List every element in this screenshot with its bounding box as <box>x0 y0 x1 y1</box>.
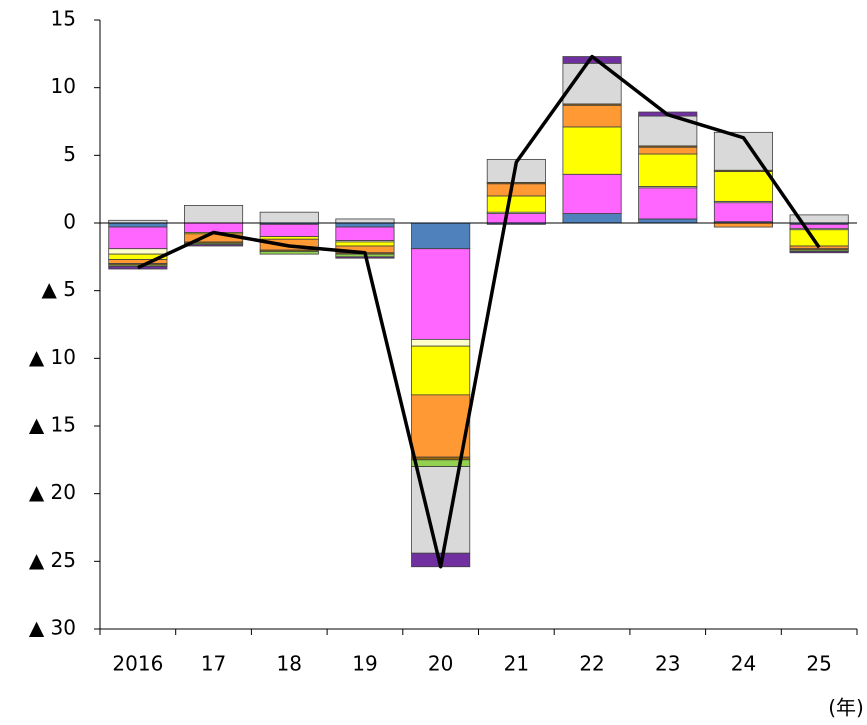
bar-segment <box>486 213 546 224</box>
bar-segment <box>638 187 698 220</box>
x-tick-label: 19 <box>352 652 377 676</box>
y-tick-label: 5 <box>63 142 76 166</box>
bar-segment <box>486 183 546 197</box>
bar-segment <box>411 394 471 458</box>
x-tick-label: 18 <box>277 652 302 676</box>
bar-segment <box>411 338 471 347</box>
bar-segment <box>259 211 319 224</box>
x-tick-label: 20 <box>428 652 453 676</box>
bar-segment <box>411 345 471 396</box>
bar-segment <box>789 251 849 254</box>
bar-segment <box>789 223 849 229</box>
bar-segment <box>562 104 622 128</box>
y-tick-label: ▲ 30 <box>29 616 76 640</box>
bar-segment <box>789 229 849 247</box>
y-tick-label: 0 <box>63 210 76 234</box>
bar-segment <box>335 218 395 224</box>
x-axis-unit: (年) <box>828 696 864 720</box>
y-tick-label: ▲ 5 <box>42 277 76 301</box>
bar-segment <box>638 153 698 187</box>
bar-segment <box>259 251 319 255</box>
bar-segment <box>108 222 168 228</box>
y-tick-label: ▲ 15 <box>29 413 76 437</box>
bar-segment <box>562 213 622 224</box>
x-tick-label: 22 <box>579 652 604 676</box>
bar-segment <box>259 223 319 237</box>
bar-segment <box>638 146 698 155</box>
total-line <box>137 54 821 569</box>
bar-segment <box>108 248 168 255</box>
x-tick-label: 17 <box>201 652 226 676</box>
x-tick-label: 23 <box>655 652 680 676</box>
x-tick-label: 21 <box>504 652 529 676</box>
bar-segment <box>259 236 319 240</box>
y-tick-label: 10 <box>51 74 76 98</box>
x-tick-label: 25 <box>806 652 831 676</box>
bar-segment <box>335 241 395 247</box>
bar-segment <box>184 205 244 224</box>
bar-segment <box>184 244 244 247</box>
bar-segment <box>335 226 395 241</box>
y-tick-label: ▲ 25 <box>29 548 76 572</box>
y-tick-label: 15 <box>51 7 76 31</box>
bar-segment <box>335 222 395 228</box>
x-tick-label: 2016 <box>112 652 163 676</box>
y-tick-label: ▲ 10 <box>29 345 76 369</box>
bar-segment <box>562 173 622 214</box>
bar-segment <box>411 248 471 340</box>
bar-segment <box>562 126 622 175</box>
x-tick-label: 24 <box>731 652 756 676</box>
bar-segment <box>486 195 546 213</box>
y-tick-label: ▲ 20 <box>29 480 76 504</box>
bar-segment <box>108 226 168 250</box>
bar-segment <box>713 222 773 228</box>
bar-segment <box>713 171 773 202</box>
bar-segment <box>108 259 168 265</box>
bar-segment <box>638 218 698 224</box>
bar-segment <box>411 222 471 250</box>
bar-segment <box>713 202 773 223</box>
